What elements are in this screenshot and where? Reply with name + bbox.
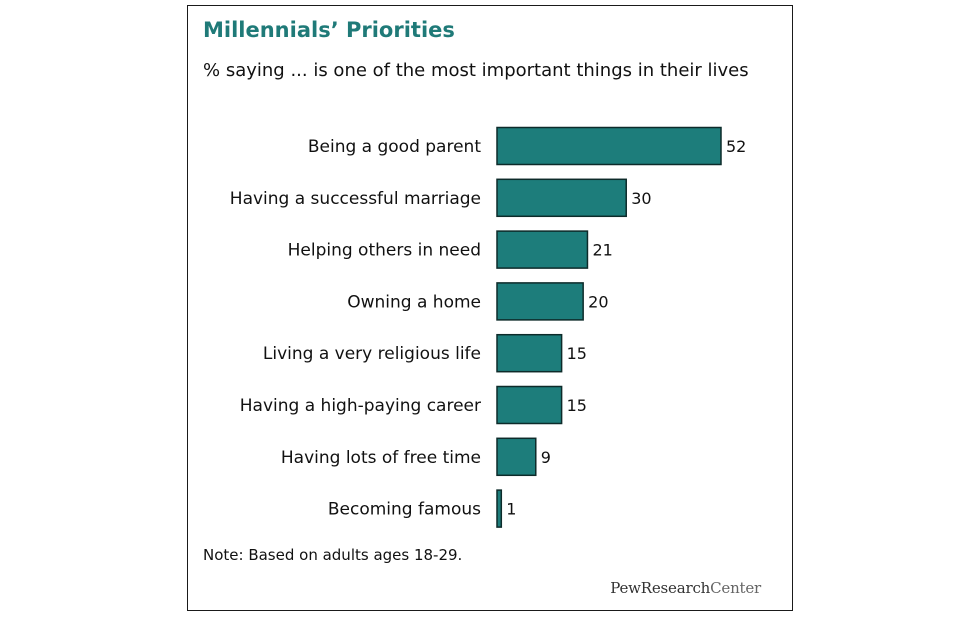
bar <box>496 282 584 321</box>
category-label: Becoming famous <box>328 500 481 520</box>
bar <box>496 126 722 166</box>
bar <box>496 178 627 218</box>
bar <box>496 437 537 477</box>
category-label: Being a good parent <box>308 137 481 157</box>
bar-chart: Being a good parent 52 Having a successful… <box>230 126 746 528</box>
category-label: Having lots of free time <box>281 448 481 468</box>
logo-text-pewresearch: PewResearch <box>610 579 711 597</box>
data-label: 20 <box>588 292 608 311</box>
bar <box>496 385 563 425</box>
data-label: 9 <box>541 448 551 467</box>
data-label: 1 <box>506 500 516 519</box>
data-label: 15 <box>567 344 587 363</box>
category-label: Living a very religious life <box>263 344 481 364</box>
data-label: 30 <box>631 189 651 208</box>
category-label: Helping others in need <box>288 241 481 261</box>
data-label: 15 <box>567 396 587 415</box>
pew-research-center-logo: PewResearchCenter <box>610 579 761 597</box>
data-label: 21 <box>592 241 612 260</box>
logo-text-center: Center <box>710 579 761 597</box>
chart-frame: Millennials’ Priorities % saying ... is … <box>187 5 793 611</box>
chart-note: Note: Based on adults ages 18-29. <box>203 546 463 564</box>
chart-title: Millennials’ Priorities <box>203 18 455 42</box>
bar <box>496 333 563 373</box>
chart-subtitle: % saying ... is one of the most importan… <box>203 60 749 81</box>
category-label: Owning a home <box>347 292 481 312</box>
category-label: Having a high-paying career <box>240 396 481 416</box>
category-label: Having a successful marriage <box>230 189 481 209</box>
bar <box>496 489 503 528</box>
bar <box>496 230 589 269</box>
data-label: 52 <box>726 137 746 156</box>
